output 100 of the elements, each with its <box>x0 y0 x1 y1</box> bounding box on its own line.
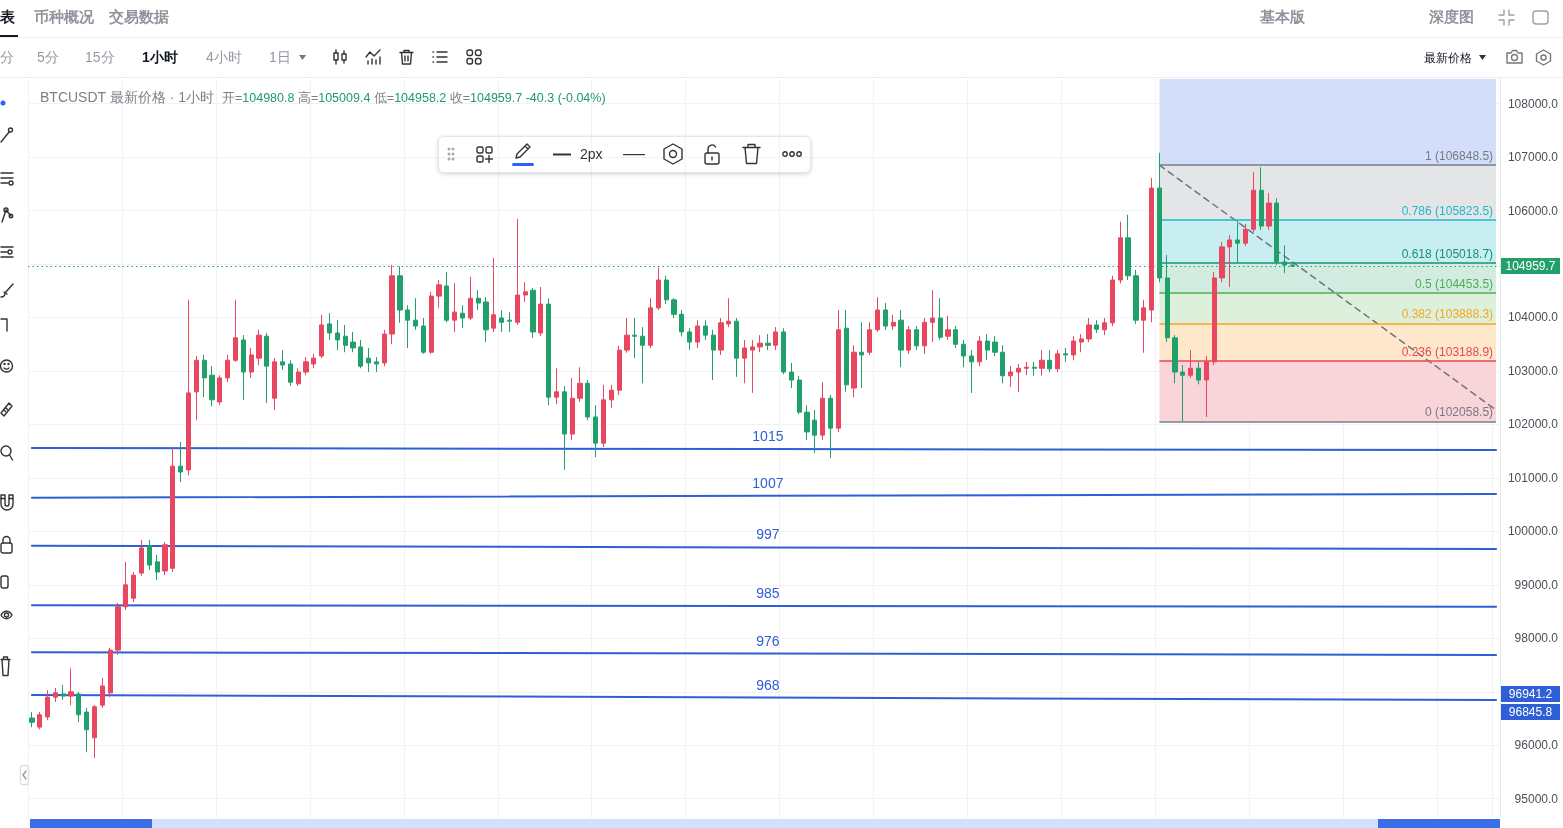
candlestick <box>977 335 982 367</box>
candlestick <box>750 339 755 394</box>
ref-line-label: 0.236 (103188.9) <box>1401 344 1494 359</box>
candlestick <box>343 324 348 353</box>
candlestick <box>1282 244 1287 274</box>
candlestick <box>648 297 653 349</box>
candlestick <box>264 332 269 404</box>
candlestick <box>37 711 42 730</box>
candlestick <box>742 339 747 384</box>
candlestick <box>1172 334 1178 384</box>
series-label: 1007 <box>752 474 784 492</box>
candlestick <box>1016 363 1021 393</box>
y-tick-label: 106000.0 <box>1507 203 1559 218</box>
candlestick <box>891 314 896 331</box>
candlestick <box>1243 223 1248 247</box>
y-tick-label: 107000.0 <box>1507 150 1559 165</box>
candlestick <box>523 281 528 303</box>
candlestick <box>1251 171 1256 233</box>
candlestick <box>76 691 81 723</box>
candlestick <box>68 667 74 706</box>
ref-line-label: 0.382 (103888.3) <box>1401 307 1494 322</box>
candlestick <box>624 317 630 354</box>
candlestick <box>985 333 990 361</box>
candlestick <box>1180 364 1185 422</box>
candlestick <box>335 319 340 351</box>
candlestick <box>585 379 590 421</box>
candlestick <box>115 602 121 656</box>
candlestick <box>1196 361 1201 385</box>
candlestick <box>1032 361 1037 377</box>
series-label: 976 <box>756 632 780 650</box>
candlestick <box>45 689 50 721</box>
text: 96845.8 <box>1501 704 1560 720</box>
candlestick <box>358 339 363 369</box>
candlestick <box>350 331 356 353</box>
candlestick <box>687 327 692 351</box>
candlestick <box>859 321 864 389</box>
candlestick <box>241 334 246 401</box>
candlestick <box>256 329 262 366</box>
candlestick <box>906 325 911 355</box>
y-tick-label: 100000.0 <box>1507 524 1559 539</box>
candlestick <box>679 309 684 337</box>
candlestick <box>773 326 778 351</box>
series-label: 997 <box>756 526 780 544</box>
ref-line-label: 0.786 (105823.5) <box>1401 203 1494 218</box>
candlestick <box>515 218 520 326</box>
candlestick <box>202 354 207 398</box>
candlestick <box>765 333 771 351</box>
candlestick <box>1266 192 1272 231</box>
annotation: 2px <box>580 145 603 163</box>
candlestick <box>233 299 238 363</box>
y-tick-label: 99000.0 <box>1514 577 1559 592</box>
candlestick <box>123 561 128 611</box>
candlestick <box>593 404 598 458</box>
candlestick <box>664 275 669 305</box>
candlestick <box>1063 347 1068 363</box>
candlestick <box>538 286 543 337</box>
candlestick <box>1086 317 1092 343</box>
candlestick <box>468 276 473 321</box>
candlestick <box>280 349 285 371</box>
candlestick <box>718 317 724 356</box>
candlestick <box>1071 335 1076 361</box>
candlestick <box>1008 365 1013 388</box>
candlestick <box>311 353 316 369</box>
candlestick <box>726 297 731 328</box>
text: 5分 <box>37 48 59 66</box>
candlestick <box>1047 349 1052 373</box>
candlestick <box>969 349 974 394</box>
candlestick <box>1133 269 1139 325</box>
candlestick <box>781 327 786 375</box>
candlestick <box>499 309 504 333</box>
text: 深度图 <box>1429 8 1474 26</box>
candlestick <box>178 441 183 483</box>
ref-line-label: 0.618 (105018.7) <box>1401 247 1494 262</box>
candlestick <box>867 321 872 356</box>
drawing-toolbar: 2px <box>438 136 811 173</box>
candlestick <box>249 347 254 379</box>
candlestick <box>930 289 935 343</box>
candlestick <box>374 356 379 373</box>
candlestick <box>327 312 332 341</box>
candlestick <box>1118 221 1123 284</box>
series-label: 968 <box>756 676 780 694</box>
candlestick <box>875 296 880 333</box>
candlestick <box>1274 197 1279 266</box>
candlestick <box>898 309 904 368</box>
candlestick <box>671 297 677 319</box>
ref-line-label: 104959.7 <box>1501 258 1560 275</box>
candlestick <box>61 684 66 701</box>
candlestick <box>108 647 113 698</box>
candlestick <box>53 687 58 703</box>
candlestick <box>217 374 222 406</box>
text: 币种概况 <box>34 8 94 26</box>
candlestick <box>601 384 606 448</box>
candlestick <box>1110 275 1115 327</box>
candlestick <box>922 317 927 355</box>
candlestick <box>570 377 575 441</box>
candlestick <box>421 317 426 355</box>
candlestick <box>828 394 833 459</box>
y-tick-label: 103000.0 <box>1507 363 1559 378</box>
candlestick <box>945 315 951 341</box>
candlestick <box>389 264 395 345</box>
